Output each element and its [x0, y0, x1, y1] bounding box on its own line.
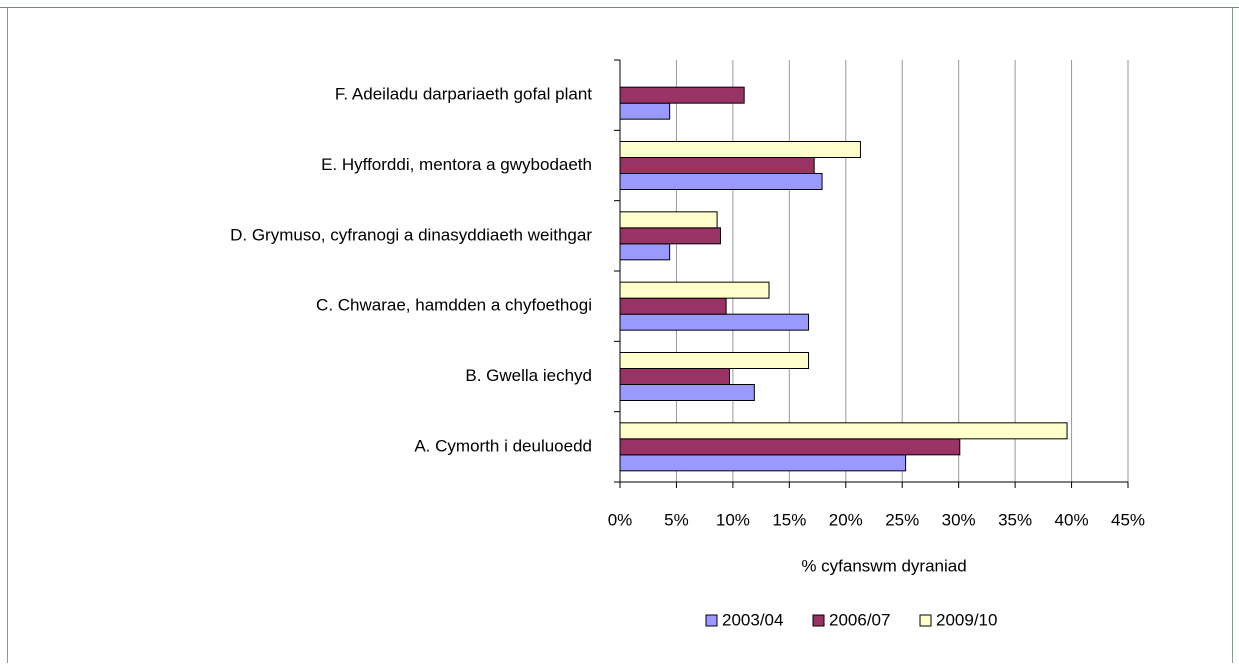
- bar: [619, 86, 745, 104]
- bar: [619, 141, 861, 158]
- x-tick-label: 45%: [1111, 510, 1145, 529]
- x-tick-label: 25%: [885, 510, 919, 529]
- x-tick-label: 30%: [942, 510, 976, 529]
- bar: [619, 352, 810, 369]
- bar: [619, 384, 755, 401]
- bar: [619, 227, 721, 245]
- bar: [619, 211, 718, 229]
- legend-swatch: [919, 614, 932, 627]
- x-tick-label: 10%: [716, 510, 750, 529]
- bar: [619, 454, 907, 472]
- y-tick-label: F. Adeiladu darpariaeth gofal plant: [335, 85, 592, 104]
- x-tick-label: 0%: [608, 510, 633, 529]
- legend-swatch: [705, 614, 718, 627]
- y-tick-label: B. Gwella iechyd: [465, 366, 592, 385]
- x-tick-label: 20%: [829, 510, 863, 529]
- x-tick-label: 15%: [772, 510, 806, 529]
- y-tick-label: C. Chwarae, hamdden a chyfoethogi: [316, 296, 592, 315]
- y-tick-label: D. Grymuso, cyfranogi a dinasyddiaeth we…: [230, 225, 592, 244]
- x-axis-title: % cyfanswm dyraniad: [801, 556, 966, 575]
- legend-label: 2006/07: [829, 610, 890, 629]
- bar: [619, 243, 671, 261]
- bar: [619, 157, 815, 174]
- bar: [619, 173, 823, 190]
- x-tick-label: 40%: [1055, 510, 1089, 529]
- bar: [619, 368, 731, 385]
- y-tick-label: A. Cymorth i deuluoedd: [414, 436, 592, 455]
- legend-label: 2009/10: [936, 610, 997, 629]
- bar: [619, 313, 810, 331]
- bar: [619, 281, 770, 299]
- bar: [619, 297, 727, 315]
- x-tick-label: 35%: [998, 510, 1032, 529]
- bar: [619, 438, 961, 456]
- y-tick-label: E. Hyfforddi, mentora a gwybodaeth: [321, 155, 592, 174]
- bar: [619, 102, 671, 120]
- legend-swatch: [812, 614, 825, 627]
- x-tick-label: 5%: [664, 510, 689, 529]
- bar: [619, 422, 1068, 440]
- legend-label: 2003/04: [722, 610, 783, 629]
